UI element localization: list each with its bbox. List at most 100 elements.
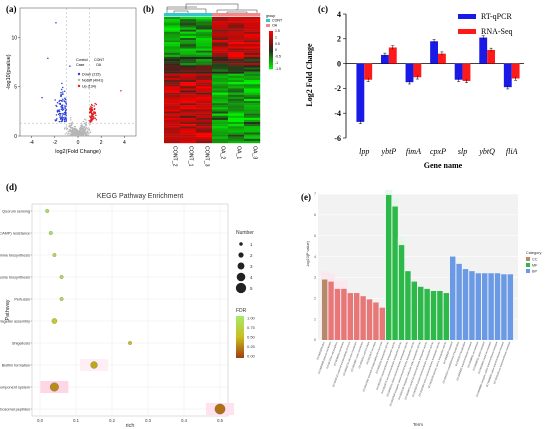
kegg-dot	[48, 231, 53, 235]
heatmap-cell	[212, 84, 229, 87]
heatmap-cell	[244, 61, 261, 64]
heatmap-cell	[228, 42, 245, 45]
volcano-point-nodiff	[88, 128, 90, 131]
volcano-point-up	[94, 117, 97, 120]
heatmap-cell	[164, 42, 181, 45]
heatmap-scale-tick: -1	[275, 61, 278, 65]
heatmap-cell	[244, 48, 261, 51]
heatmap-cell	[196, 119, 213, 123]
heatmap-cell	[180, 117, 197, 121]
volcano-point-nodiff	[69, 129, 72, 131]
go-bar-bp	[488, 273, 494, 340]
heatmap-cell	[212, 126, 229, 129]
volcano-point-nodiff	[65, 126, 67, 128]
volcano-point-nodiff	[77, 131, 79, 134]
heatmap-cell	[164, 122, 181, 125]
heatmap-scale-segment	[269, 57, 273, 60]
heatmap-cell	[180, 40, 197, 43]
heatmap-cell	[164, 101, 181, 104]
heatmap-cell	[180, 136, 197, 139]
legend-cont-label: CONT	[272, 19, 283, 23]
heatmap-cell	[164, 25, 181, 28]
kegg-pathway-label: Pertussis	[14, 297, 30, 301]
heatmap-cell	[212, 103, 229, 106]
qpcr-bar-rnaseq	[487, 49, 496, 64]
heatmap-cell	[212, 128, 229, 131]
heatmap-cell	[180, 27, 197, 30]
heatmap-cell	[180, 56, 197, 60]
heatmap-cell	[228, 80, 245, 83]
volcano-point-down	[65, 101, 67, 104]
volcano-point-nodiff	[78, 129, 80, 132]
heatmap-scale-segment	[269, 31, 273, 34]
heatmap-cell	[228, 27, 245, 30]
heatmap-cell	[244, 105, 261, 108]
heatmap-cell	[244, 17, 261, 20]
heatmap-cell	[228, 84, 245, 87]
kegg-fdr-tick-label: 0.00	[247, 354, 256, 359]
heatmap-cell	[244, 124, 261, 127]
heatmap-cell	[196, 38, 213, 41]
heatmap-cell	[180, 111, 197, 114]
heatmap-cell	[244, 96, 261, 100]
heatmap-cell	[164, 44, 181, 47]
heatmap-cell	[212, 82, 229, 85]
heatmap-cell	[244, 82, 261, 85]
kegg-fdr-tick-label: 0.75	[247, 325, 256, 330]
kegg-dot	[214, 403, 226, 415]
volcano-point-down	[54, 99, 56, 101]
heatmap-cell	[212, 35, 229, 39]
legend-up-label: Up (134)	[82, 85, 96, 89]
go-bar-mf	[392, 206, 398, 340]
volcano-point-down	[63, 113, 65, 116]
heatmap-cell	[212, 98, 229, 102]
heatmap-column-label: OA_1	[236, 146, 242, 159]
kegg-title: KEGG Pathway Enrichment	[97, 193, 183, 200]
heatmap-cell	[164, 111, 181, 114]
volcano-point-down	[63, 90, 66, 93]
heatmap-cell	[244, 21, 261, 24]
heatmap-cell	[196, 75, 213, 79]
heatmap-cell	[180, 50, 197, 53]
volcano-point-up	[90, 118, 92, 120]
volcano-point-down	[60, 88, 63, 91]
heatmap-cell	[164, 40, 181, 43]
heatmap-cell	[244, 69, 261, 72]
heatmap-cell	[164, 136, 181, 139]
legend-cont-swatch	[266, 19, 270, 22]
heatmap-cell	[164, 130, 181, 133]
heatmap-cell	[212, 46, 229, 49]
heatmap-cell	[212, 86, 229, 89]
heatmap-scale-segment	[269, 44, 273, 47]
kegg-ylabel: Pathway	[5, 299, 11, 320]
heatmap-cell	[180, 67, 197, 70]
heatmap-cell	[180, 124, 197, 127]
legend-rnaseq-label: RNA-Seq	[481, 27, 513, 36]
heatmap-cell	[212, 42, 229, 45]
volcano-point-down	[65, 98, 67, 101]
heatmap-cell	[180, 82, 197, 85]
heatmap-cell	[196, 140, 213, 144]
heatmap-cell	[196, 126, 213, 129]
volcano-xtick-label: 2	[100, 140, 103, 146]
heatmap-cell	[228, 54, 245, 58]
heatmap-cell	[196, 59, 213, 62]
volcano-point-nodiff	[68, 135, 70, 137]
heatmap-cell	[228, 69, 245, 72]
go-bar-cc	[366, 299, 373, 340]
qpcr-bar-rtqpcr	[503, 63, 512, 88]
volcano-point-nodiff	[69, 132, 71, 135]
volcano-point-nodiff	[81, 125, 83, 128]
heatmap-cell	[212, 73, 229, 76]
heatmap-cell	[228, 38, 245, 41]
kegg-dot-plot: KEGG Pathway Enrichment Quorum sensing Ca…	[0, 193, 256, 429]
qpcr-ytick-label: -6	[334, 134, 341, 143]
heatmap-cell	[212, 63, 229, 66]
heatmap-cell	[244, 31, 261, 34]
heatmap-cell	[196, 73, 213, 76]
heatmap-scale-tick: -1.5	[275, 67, 281, 71]
heatmap-cell	[212, 59, 229, 62]
heatmap-cell	[228, 23, 245, 26]
heatmap-cell	[180, 122, 197, 125]
